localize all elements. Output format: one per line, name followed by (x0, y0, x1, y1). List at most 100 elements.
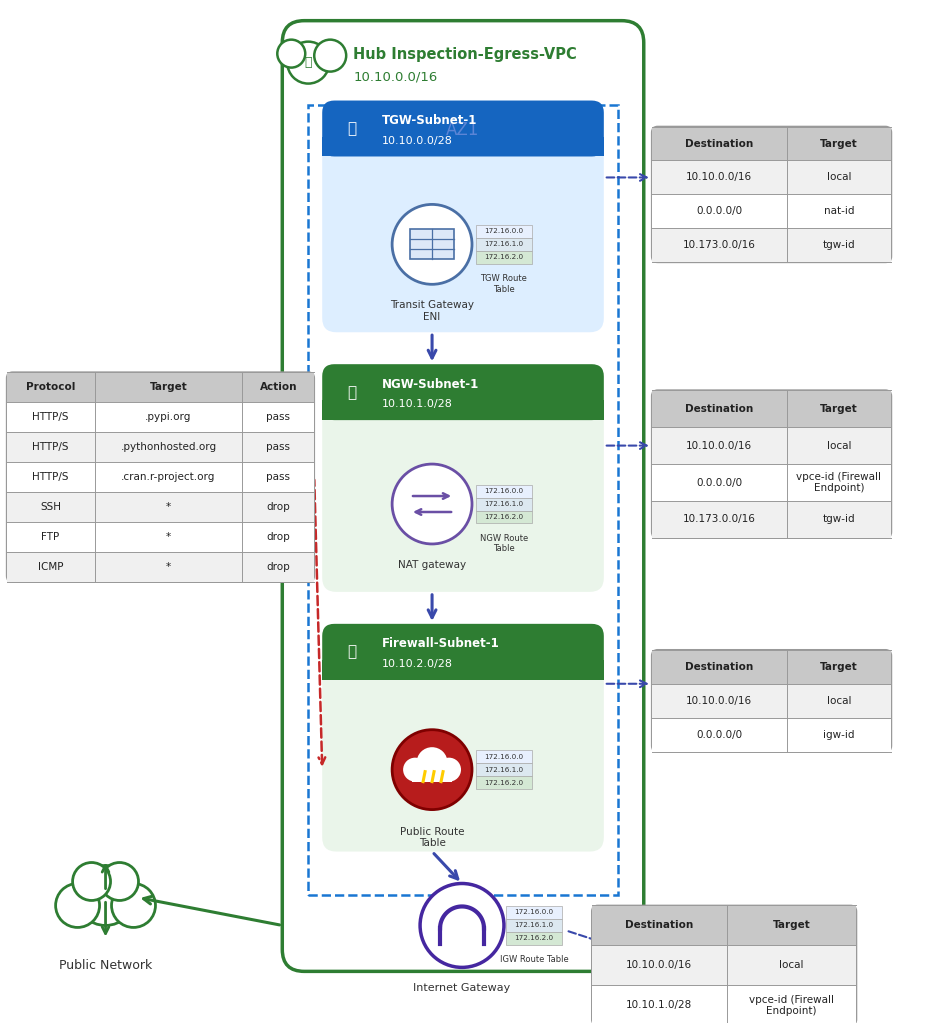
Bar (476, 776, 532, 790)
Text: 10.10.0.0/16: 10.10.0.0/16 (686, 172, 752, 182)
Bar (652, 501, 891, 538)
Text: vpce-id (Firewall
Endpoint): vpce-id (Firewall Endpoint) (749, 994, 834, 1016)
Text: AZ1: AZ1 (446, 121, 480, 138)
Text: 172.16.2.0: 172.16.2.0 (485, 779, 524, 785)
Text: Hub Inspection-Egress-VPC: Hub Inspection-Egress-VPC (353, 47, 577, 62)
FancyBboxPatch shape (652, 127, 891, 262)
Circle shape (101, 862, 138, 900)
Bar (7, 462, 314, 492)
Text: Public Route
Table: Public Route Table (400, 826, 465, 848)
Text: 10.10.0.0/16: 10.10.0.0/16 (626, 961, 692, 971)
Text: HTTP/S: HTTP/S (32, 472, 69, 482)
Text: 10.10.0.0/16: 10.10.0.0/16 (686, 440, 752, 451)
Text: 10.10.2.0/28: 10.10.2.0/28 (382, 658, 453, 669)
Text: 172.16.0.0: 172.16.0.0 (485, 228, 524, 234)
Bar (476, 225, 532, 238)
Text: TGW Route
Table: TGW Route Table (481, 274, 527, 294)
FancyBboxPatch shape (322, 100, 604, 157)
Circle shape (420, 884, 504, 968)
Text: TGW-Subnet-1: TGW-Subnet-1 (382, 114, 478, 127)
Text: ⚿: ⚿ (347, 644, 357, 659)
FancyBboxPatch shape (322, 100, 604, 332)
Bar (476, 763, 532, 776)
Text: NAT gateway: NAT gateway (398, 560, 466, 570)
Bar (322, 136, 604, 157)
Text: pass: pass (267, 472, 290, 482)
Text: 172.16.2.0: 172.16.2.0 (514, 935, 553, 941)
Bar (7, 402, 314, 432)
Circle shape (111, 884, 155, 928)
Bar (476, 498, 532, 511)
Text: Action: Action (260, 382, 297, 392)
Text: 10.10.1.0/28: 10.10.1.0/28 (382, 399, 453, 410)
FancyBboxPatch shape (592, 905, 857, 1024)
Text: 172.16.2.0: 172.16.2.0 (485, 254, 524, 260)
Text: Destination: Destination (685, 138, 753, 148)
Circle shape (403, 758, 427, 781)
Text: 172.16.1.0: 172.16.1.0 (485, 501, 524, 507)
Text: Destination: Destination (685, 662, 753, 672)
Bar (7, 492, 314, 522)
Text: tgw-id: tgw-id (823, 241, 855, 250)
Bar (652, 228, 891, 262)
Bar (592, 905, 857, 945)
Text: IGW Route Table: IGW Route Table (500, 955, 568, 965)
Bar (7, 372, 314, 402)
Circle shape (417, 748, 447, 778)
Text: local: local (826, 440, 851, 451)
Text: pass: pass (267, 442, 290, 452)
Text: Destination: Destination (685, 403, 753, 414)
Text: vpce-id (Firewall
Endpoint): vpce-id (Firewall Endpoint) (797, 472, 882, 494)
Text: HTTP/S: HTTP/S (32, 442, 69, 452)
Bar (322, 659, 604, 680)
Text: 10.10.0.0/28: 10.10.0.0/28 (382, 135, 453, 145)
Text: 172.16.0.0: 172.16.0.0 (485, 488, 524, 494)
Circle shape (314, 40, 347, 72)
Text: Public Network: Public Network (59, 959, 152, 973)
Bar (652, 195, 891, 228)
Text: HTTP/S: HTTP/S (32, 412, 69, 422)
Text: ICMP: ICMP (38, 562, 64, 572)
Text: 10.173.0.0/16: 10.173.0.0/16 (683, 241, 756, 250)
Bar (7, 552, 314, 582)
Text: Target: Target (820, 662, 858, 672)
Bar (652, 684, 891, 718)
Text: drop: drop (267, 502, 290, 512)
Text: 0.0.0.0/0: 0.0.0.0/0 (696, 730, 743, 739)
Text: 172.16.1.0: 172.16.1.0 (485, 242, 524, 248)
Text: .pypi.org: .pypi.org (146, 412, 191, 422)
Text: 172.16.1.0: 172.16.1.0 (485, 767, 524, 773)
Bar (652, 390, 891, 427)
Text: Destination: Destination (625, 921, 693, 931)
Bar (476, 251, 532, 264)
Bar (476, 511, 532, 523)
Bar (476, 751, 532, 763)
FancyBboxPatch shape (322, 365, 604, 592)
Bar (652, 718, 891, 752)
FancyBboxPatch shape (322, 624, 604, 852)
Text: Target: Target (820, 138, 858, 148)
Text: NGW-Subnet-1: NGW-Subnet-1 (382, 378, 480, 391)
Bar (410, 229, 454, 259)
Bar (652, 161, 891, 195)
Text: drop: drop (267, 531, 290, 542)
Bar (412, 768, 452, 781)
Circle shape (392, 464, 472, 544)
Circle shape (437, 758, 461, 781)
Text: Firewall-Subnet-1: Firewall-Subnet-1 (382, 637, 500, 650)
Text: 172.16.1.0: 172.16.1.0 (514, 923, 553, 929)
FancyBboxPatch shape (283, 20, 644, 972)
Text: igw-id: igw-id (823, 730, 855, 739)
Bar (7, 522, 314, 552)
Bar (652, 464, 891, 501)
Text: ⚿: ⚿ (347, 385, 357, 399)
FancyBboxPatch shape (652, 390, 891, 538)
Text: *: * (166, 531, 171, 542)
FancyBboxPatch shape (322, 365, 604, 420)
Text: FTP: FTP (42, 531, 60, 542)
Circle shape (55, 884, 100, 928)
Bar (476, 238, 532, 251)
Text: local: local (826, 172, 851, 182)
Text: .cran.r-project.org: .cran.r-project.org (121, 472, 216, 482)
Text: local: local (826, 695, 851, 706)
